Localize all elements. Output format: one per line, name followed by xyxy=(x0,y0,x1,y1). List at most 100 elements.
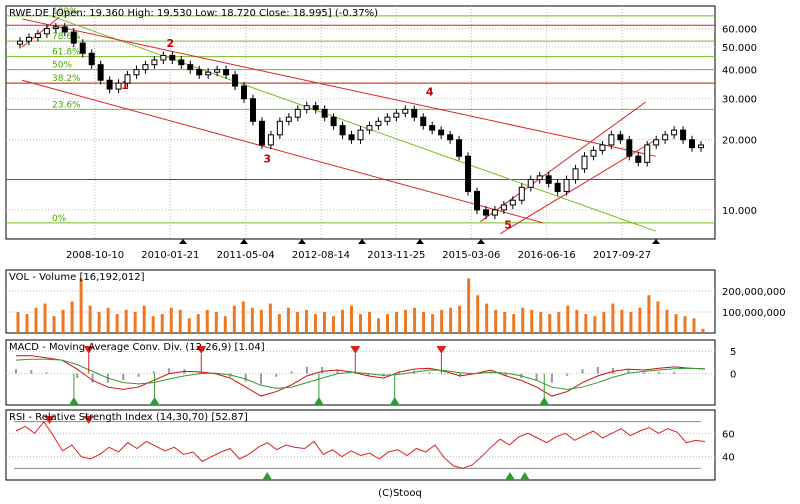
buy-signal-icon xyxy=(519,472,530,480)
volume-bar xyxy=(133,312,137,333)
buy-signal-icon xyxy=(149,397,160,405)
macd-line xyxy=(16,355,706,397)
fib-level-label: 50% xyxy=(52,61,72,71)
volume-bar xyxy=(214,312,218,333)
volume-bar xyxy=(386,314,390,333)
candle-body xyxy=(178,59,185,66)
candle-body xyxy=(205,71,212,76)
trend-line xyxy=(21,18,656,157)
volume-bar xyxy=(88,305,92,333)
wave-label: 2 xyxy=(167,37,175,50)
volume-bar xyxy=(377,318,381,333)
volume-bar xyxy=(467,278,471,333)
rsi-line xyxy=(15,420,706,469)
volume-bar xyxy=(638,307,642,333)
date-tick-label: 2011-05-04 xyxy=(217,250,275,261)
candle-body xyxy=(25,36,32,42)
candle-body xyxy=(142,64,149,71)
volume-bar xyxy=(178,309,182,333)
volume-bar xyxy=(232,305,236,333)
volume-bar xyxy=(476,295,480,333)
volume-bar xyxy=(674,314,678,333)
volume-bar xyxy=(16,312,20,333)
sell-signal-icon xyxy=(436,346,447,354)
fib-level-label: 78.6% xyxy=(52,32,81,42)
rsi-tick-label: 40 xyxy=(722,453,735,464)
volume-bar xyxy=(70,301,74,333)
candle-body xyxy=(52,26,59,30)
volume-bar xyxy=(647,295,651,333)
price-tick-label: 60.000 xyxy=(722,25,757,36)
price-overlay-lines: 100% 78.6% 61.8% 50% 38.2% 23.6% 0% 1 2 3 4 5 xyxy=(6,7,715,235)
price-tick-label: 40.000 xyxy=(722,66,757,77)
volume-bar xyxy=(61,309,65,333)
volume-bar xyxy=(124,309,128,333)
volume-bar xyxy=(241,301,245,333)
volume-bar xyxy=(322,312,326,333)
volume-bar xyxy=(512,314,516,333)
candle-body xyxy=(276,120,283,136)
volume-bar xyxy=(52,316,56,333)
date-tick-label: 2008-10-10 xyxy=(66,250,124,261)
candle-body xyxy=(249,98,256,122)
volume-bar xyxy=(115,314,119,333)
volume-bar xyxy=(701,328,705,333)
candle-body xyxy=(124,74,131,84)
volume-bar xyxy=(359,314,362,333)
candle-body xyxy=(214,69,221,73)
volume-bar xyxy=(196,314,200,333)
candle-body xyxy=(294,108,301,118)
wave-label: 1 xyxy=(121,79,129,92)
event-marker-icon xyxy=(416,239,424,244)
candle-body xyxy=(626,139,633,157)
price-candles xyxy=(17,22,704,220)
candle-body xyxy=(465,155,472,192)
candle-body xyxy=(581,155,588,170)
candle-body xyxy=(339,125,346,136)
candle-body xyxy=(357,129,364,141)
candle-body xyxy=(97,64,104,81)
candle-body xyxy=(617,134,624,141)
candle-body xyxy=(258,120,265,146)
candle-body xyxy=(680,129,687,141)
sell-signal-icon xyxy=(44,416,55,424)
volume-bar xyxy=(43,303,47,333)
macd-tick-label: 5 xyxy=(730,347,736,358)
candle-body xyxy=(482,209,489,216)
wave-label: 3 xyxy=(263,152,271,165)
candle-body xyxy=(303,105,310,110)
candle-body xyxy=(196,69,203,76)
candle-body xyxy=(599,144,606,151)
candle-body xyxy=(554,182,561,192)
volume-bar xyxy=(340,309,344,333)
volume-bar xyxy=(611,303,615,333)
price-tick-label: 30.000 xyxy=(722,95,757,106)
volume-bar xyxy=(665,309,669,333)
rsi-title: RSI - Relative Strength Index (14,30,70)… xyxy=(9,412,248,423)
candle-body xyxy=(267,134,274,146)
volume-bar xyxy=(557,312,561,333)
candle-body xyxy=(169,54,176,61)
price-tick-label: 10.000 xyxy=(722,206,757,217)
price-title: RWE.DE [Open: 19.360 High: 19.530 Low: 1… xyxy=(9,8,378,19)
candle-body xyxy=(635,155,642,163)
price-tick-label: 50.000 xyxy=(722,43,757,54)
sell-signal-icon xyxy=(350,346,361,354)
candle-body xyxy=(115,82,122,90)
candle-body xyxy=(232,74,239,87)
event-marker-icon xyxy=(652,239,660,244)
fib-level-label: 23.6% xyxy=(52,100,81,110)
event-marker-icon xyxy=(240,239,248,244)
volume-bar xyxy=(160,314,164,333)
volume-bar xyxy=(34,307,38,333)
volume-bar xyxy=(395,312,399,333)
candle-body xyxy=(17,40,23,45)
buy-signal-icon xyxy=(68,397,79,405)
candle-body xyxy=(590,149,597,157)
volume-bar xyxy=(205,309,209,333)
volume-bar xyxy=(584,314,588,333)
volume-bar xyxy=(413,307,417,333)
macd-series xyxy=(6,346,715,405)
volume-tick-label: 200,000,000 xyxy=(722,287,786,298)
volume-bar xyxy=(629,312,633,333)
